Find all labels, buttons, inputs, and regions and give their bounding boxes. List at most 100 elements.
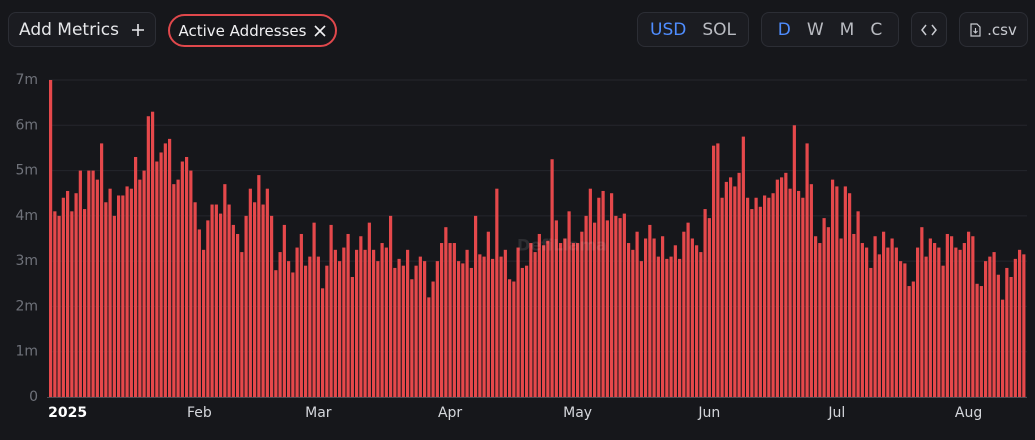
currency-option[interactable]: SOL (702, 19, 736, 40)
bar (737, 172, 741, 397)
bar (457, 261, 461, 397)
bar (486, 231, 490, 397)
period-option[interactable]: M (839, 19, 855, 40)
bar (975, 283, 979, 397)
bar (1001, 299, 1005, 397)
bar (686, 222, 690, 397)
bar (809, 184, 813, 397)
bar (244, 215, 248, 397)
bar (418, 256, 422, 397)
period-option[interactable]: C (870, 19, 883, 40)
bar (941, 265, 945, 397)
bar (49, 80, 53, 397)
bar (652, 238, 656, 397)
bar (168, 138, 172, 397)
bar (363, 249, 367, 397)
bar (924, 256, 928, 397)
y-tick-label: 1m (15, 344, 38, 360)
bar (839, 238, 843, 397)
add-metrics-label: Add Metrics (18, 19, 120, 40)
bar (571, 243, 575, 397)
bar (822, 218, 826, 397)
bar (512, 281, 516, 397)
bar (584, 215, 588, 397)
bar (665, 258, 669, 397)
metric-pill[interactable]: Active Addresses (168, 14, 337, 47)
bar (129, 188, 133, 397)
period-option[interactable]: W (806, 19, 824, 40)
bar (856, 211, 860, 397)
bar (911, 281, 915, 397)
bar (393, 267, 397, 397)
bar (656, 256, 660, 397)
bar (678, 258, 682, 397)
bar (775, 179, 779, 397)
bar (380, 243, 384, 397)
bar (338, 261, 342, 397)
bar (440, 243, 444, 397)
bar (78, 170, 82, 397)
bar (695, 245, 699, 397)
bar (291, 272, 295, 397)
bar (95, 179, 99, 397)
bar (74, 193, 78, 397)
bar (788, 188, 792, 397)
plus-icon (132, 23, 145, 36)
bar (333, 249, 337, 397)
close-icon[interactable] (314, 24, 327, 37)
csv-button[interactable]: .csv (959, 12, 1028, 47)
bar (125, 186, 129, 397)
bar (257, 175, 261, 397)
bar (240, 252, 244, 397)
bar (185, 156, 189, 397)
bar (414, 265, 418, 397)
bar (299, 233, 303, 397)
bar (550, 159, 554, 397)
bar (427, 297, 431, 397)
watermark: DefiLlama (517, 236, 607, 255)
bar (406, 249, 410, 397)
bar (907, 286, 911, 397)
add-metrics-button[interactable]: Add Metrics (8, 12, 156, 47)
bar (614, 215, 618, 397)
bar (754, 197, 758, 397)
bar (499, 256, 503, 397)
bar (465, 249, 469, 397)
bar (903, 263, 907, 397)
bar (304, 265, 308, 397)
bar (325, 265, 329, 397)
bar (1022, 254, 1026, 397)
currency-option[interactable]: USD (650, 19, 687, 40)
bar (852, 233, 856, 397)
bar (758, 206, 762, 397)
bar (729, 177, 733, 397)
bar (588, 188, 592, 397)
bar (869, 267, 873, 397)
bar (223, 184, 227, 397)
bar (142, 170, 146, 397)
bar (312, 222, 316, 397)
bar (750, 209, 754, 397)
bar (151, 111, 155, 397)
bar (529, 243, 533, 397)
bar (580, 231, 584, 397)
bar (733, 186, 737, 397)
period-option[interactable]: D (777, 19, 791, 40)
code-icon (921, 24, 937, 35)
bar (61, 197, 65, 397)
x-tick-label: May (563, 405, 592, 421)
bar (724, 181, 728, 397)
bar (384, 247, 388, 397)
bar (219, 213, 223, 397)
x-tick-label: Mar (305, 405, 332, 421)
bar (359, 236, 363, 397)
embed-button[interactable] (911, 12, 947, 47)
bar (576, 243, 580, 397)
bar (202, 249, 206, 397)
bar (197, 229, 201, 397)
bar (618, 218, 622, 397)
bar (508, 279, 512, 397)
bar (287, 261, 291, 397)
x-tick-label: Aug (955, 405, 982, 421)
bar (342, 247, 346, 397)
